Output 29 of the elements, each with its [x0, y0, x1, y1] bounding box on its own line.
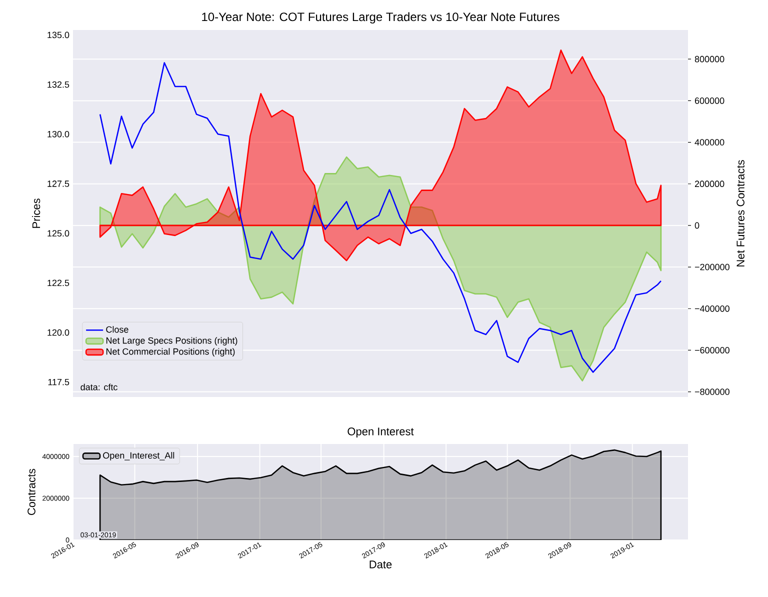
y2-tick-label: −400000: [694, 305, 730, 312]
y-tick-label: 135.0: [48, 32, 70, 38]
y-tick-label: 117.5: [48, 378, 70, 386]
y2-tick-label: 400000: [694, 139, 724, 146]
y-tick-label: 125.0: [48, 230, 70, 237]
y-tick-label: 132.5: [48, 81, 70, 88]
y2-tick-label: 0: [694, 222, 700, 229]
legend-label: Open_Interest_All: [103, 452, 174, 460]
y-axis-title: Contracts: [28, 468, 36, 515]
line-series: [99, 62, 662, 373]
x-axis-title: Date: [370, 560, 392, 568]
y-tick-label: 122.5: [48, 280, 70, 286]
y2-tick-label: 200000: [694, 180, 724, 188]
y-tick-label: 130.0: [48, 130, 70, 138]
chart-title: Open Interest: [348, 428, 414, 438]
chart-title: 10-Year Note: COT Futures Large Traders vs 10-Year Note Futures: [202, 12, 560, 24]
legend-label: Close: [106, 326, 128, 333]
y-tick-label: 120.0: [48, 329, 70, 336]
y-axis-title: Prices: [32, 198, 40, 228]
y2-axis-title: Net Futures Contracts: [736, 160, 744, 266]
legend-label: Net Commercial Positions (right): [106, 348, 235, 356]
y-tick-label: 127.5: [48, 180, 70, 187]
y2-tick-label: −800000: [694, 388, 730, 395]
y2-tick-label: 600000: [694, 98, 724, 104]
annotation: data: cftc: [80, 384, 118, 390]
y2-tick-label: −600000: [694, 347, 730, 354]
y2-tick-label: −200000: [694, 264, 730, 270]
legend-label: Net Large Specs Positions (right): [106, 337, 238, 346]
y2-tick-label: 800000: [694, 56, 724, 62]
